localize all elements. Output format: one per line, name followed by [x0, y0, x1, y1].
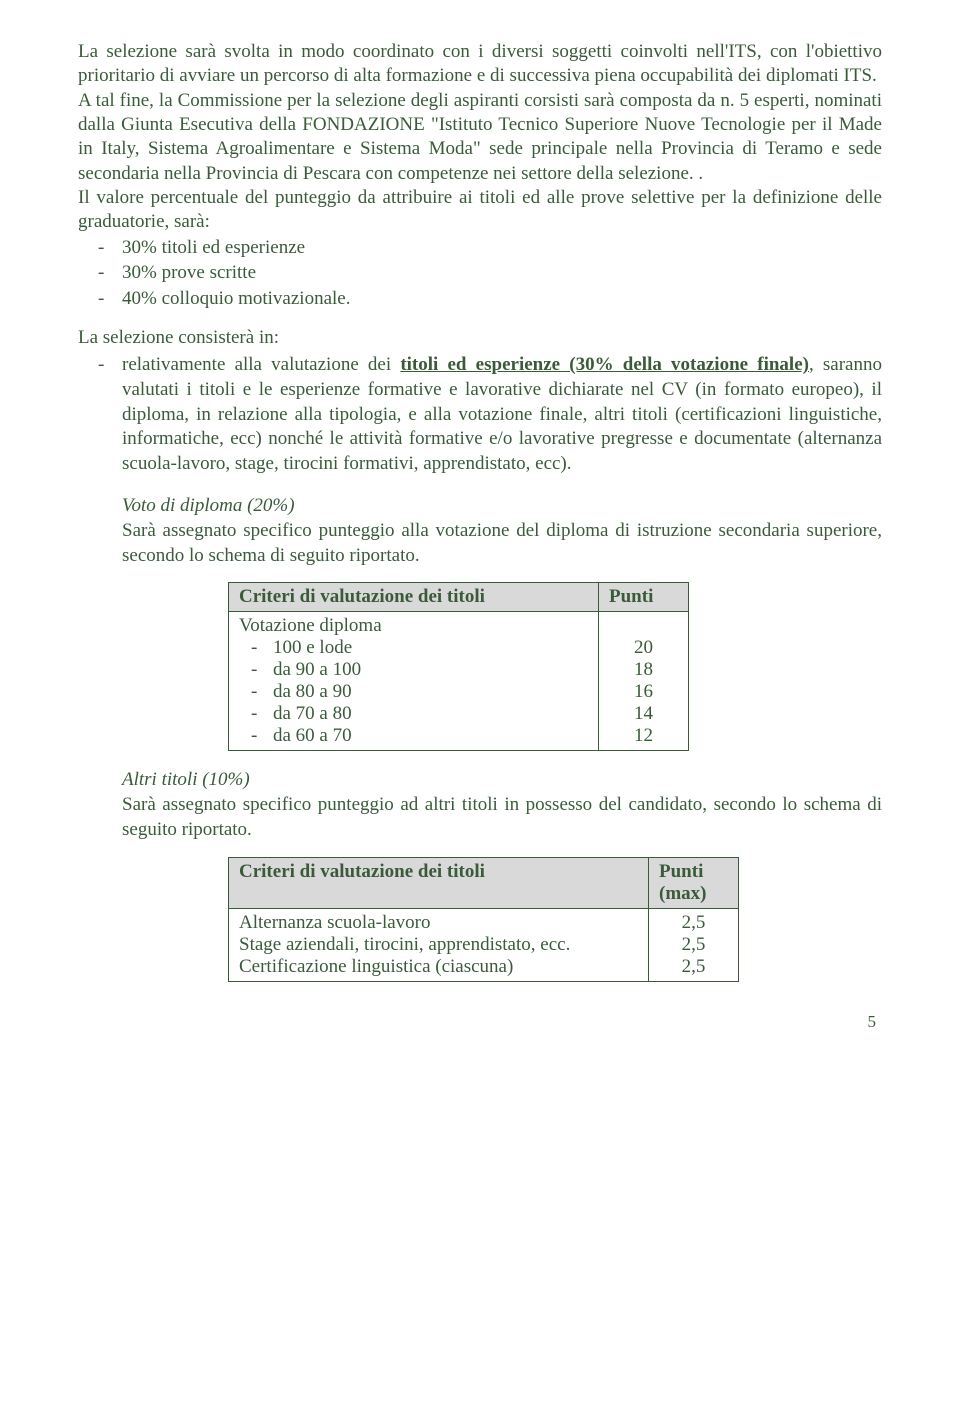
table1-row-label: da 70 a 80 [273, 703, 588, 725]
altri-table: Criteri di valutazione dei titoli Punti … [228, 857, 739, 982]
table1-header-right: Punti [599, 583, 689, 612]
table2-row-label: Alternanza scuola-lavoro [239, 912, 638, 934]
altri-paragraph: Sarà assegnato specifico punteggio ad al… [78, 793, 882, 842]
voto-paragraph: Sarà assegnato specifico punteggio alla … [78, 519, 882, 568]
dash-icon: - [98, 353, 122, 378]
table1-row-points: 16 [609, 681, 678, 703]
table1-body-left: Votazione diploma 100 e lode da 90 a 100… [229, 612, 599, 751]
voto-heading: Voto di diploma (20%) [78, 495, 882, 517]
table1-row-label: da 60 a 70 [273, 725, 588, 747]
table2-row-points: 2,5 [659, 956, 728, 978]
table2-body-left: Alternanza scuola-lavoro Stage aziendali… [229, 908, 649, 981]
weights-item: 30% titoli ed esperienze [122, 235, 882, 261]
titoli-underline: titoli ed esperienze (30% della votazion… [400, 354, 809, 375]
weights-item: 40% colloquio motivazionale. [122, 286, 882, 312]
table1-row-label: da 90 a 100 [273, 659, 588, 681]
table1-row-points: 14 [609, 703, 678, 725]
table1-row-points: 12 [609, 725, 678, 747]
titoli-prefix: relativamente alla valutazione dei [122, 354, 400, 375]
paragraph-1: La selezione sarà svolta in modo coordin… [78, 40, 882, 89]
titoli-bullet: -relativamente alla valutazione dei tito… [78, 353, 882, 476]
table2-header-right: Punti (max) [649, 857, 739, 908]
page-number: 5 [78, 1012, 882, 1032]
table2-header-left: Criteri di valutazione dei titoli [229, 857, 649, 908]
table2-row-points: 2,5 [659, 912, 728, 934]
table1-row-label: 100 e lode [273, 637, 588, 659]
table2-row-points: 2,5 [659, 934, 728, 956]
paragraph-3: Il valore percentuale del punteggio da a… [78, 186, 882, 235]
selection-lead: La selezione consisterà in: [78, 327, 882, 349]
table1-row-title: Votazione diploma [239, 615, 382, 636]
weights-item: 30% prove scritte [122, 260, 882, 286]
voto-table: Criteri di valutazione dei titoli Punti … [228, 582, 689, 751]
table1-row-points: 18 [609, 659, 678, 681]
table2-body-right: 2,5 2,5 2,5 [649, 908, 739, 981]
table2-row-label: Stage aziendali, tirocini, apprendistato… [239, 934, 638, 956]
weights-list: 30% titoli ed esperienze 30% prove scrit… [78, 235, 882, 312]
table1-row-points: 20 [609, 637, 678, 659]
table2-row-label: Certificazione linguistica (ciascuna) [239, 956, 638, 978]
table1-header-left: Criteri di valutazione dei titoli [229, 583, 599, 612]
document-body: La selezione sarà svolta in modo coordin… [78, 40, 882, 1032]
altri-heading: Altri titoli (10%) [78, 769, 882, 791]
paragraph-2: A tal fine, la Commissione per la selezi… [78, 89, 882, 186]
table1-row-label: da 80 a 90 [273, 681, 588, 703]
table1-body-right: 20 18 16 14 12 [599, 612, 689, 751]
